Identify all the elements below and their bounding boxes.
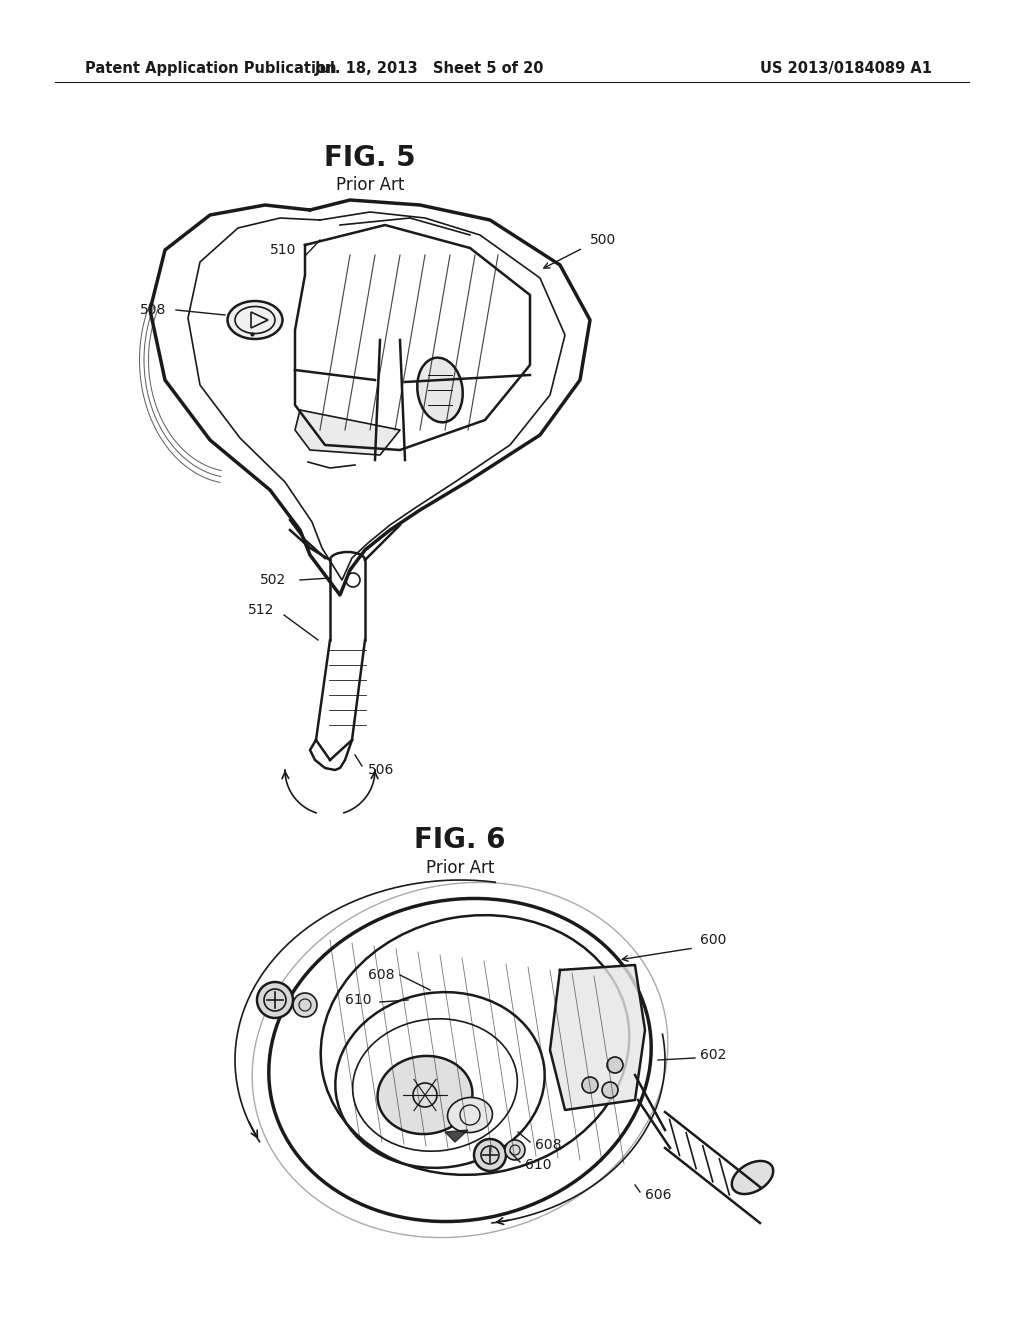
Text: US 2013/0184089 A1: US 2013/0184089 A1: [760, 61, 932, 75]
Text: 512: 512: [248, 603, 274, 616]
Circle shape: [293, 993, 317, 1016]
Text: 608: 608: [535, 1138, 561, 1152]
Text: 600: 600: [700, 933, 726, 946]
Text: 610: 610: [525, 1158, 552, 1172]
Text: Prior Art: Prior Art: [336, 176, 404, 194]
Ellipse shape: [227, 301, 283, 339]
Text: 510: 510: [270, 243, 296, 257]
Circle shape: [607, 1057, 623, 1073]
Circle shape: [505, 1140, 525, 1160]
Polygon shape: [550, 965, 645, 1110]
Text: 506: 506: [368, 763, 394, 777]
Circle shape: [257, 982, 293, 1018]
Text: Patent Application Publication: Patent Application Publication: [85, 61, 337, 75]
Text: 502: 502: [260, 573, 287, 587]
Text: 602: 602: [700, 1048, 726, 1063]
Polygon shape: [445, 1130, 468, 1142]
Circle shape: [602, 1082, 618, 1098]
Text: Jul. 18, 2013   Sheet 5 of 20: Jul. 18, 2013 Sheet 5 of 20: [315, 61, 545, 75]
Text: 608: 608: [368, 968, 394, 982]
Text: Prior Art: Prior Art: [426, 859, 495, 876]
Ellipse shape: [417, 358, 463, 422]
Text: FIG. 5: FIG. 5: [325, 144, 416, 172]
Ellipse shape: [447, 1097, 493, 1133]
Polygon shape: [295, 411, 400, 455]
Circle shape: [582, 1077, 598, 1093]
Text: 606: 606: [645, 1188, 672, 1203]
Text: 508: 508: [140, 304, 166, 317]
Ellipse shape: [732, 1162, 773, 1195]
Text: 500: 500: [590, 234, 616, 247]
Text: FIG. 6: FIG. 6: [415, 826, 506, 854]
Circle shape: [474, 1139, 506, 1171]
Ellipse shape: [378, 1056, 472, 1134]
Text: 610: 610: [345, 993, 372, 1007]
